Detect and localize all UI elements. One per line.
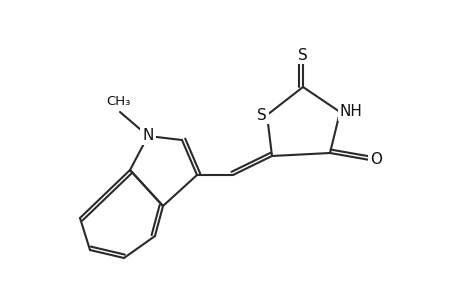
Text: NH: NH bbox=[339, 104, 362, 119]
Text: O: O bbox=[369, 152, 381, 167]
Text: S: S bbox=[297, 47, 307, 62]
Text: S: S bbox=[257, 107, 266, 122]
Text: CH₃: CH₃ bbox=[106, 95, 130, 108]
Text: N: N bbox=[142, 128, 153, 143]
